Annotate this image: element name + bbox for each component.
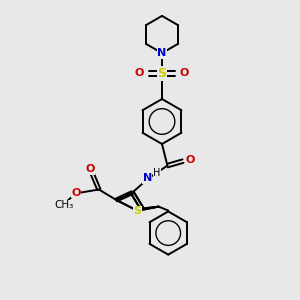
Text: S: S xyxy=(134,206,142,216)
Text: S: S xyxy=(158,67,166,80)
Text: CH₃: CH₃ xyxy=(54,200,73,210)
Text: N: N xyxy=(143,173,152,183)
Text: O: O xyxy=(180,68,189,79)
Text: O: O xyxy=(185,155,195,165)
Text: O: O xyxy=(71,188,81,197)
Text: O: O xyxy=(85,164,94,174)
Text: O: O xyxy=(135,68,144,79)
Text: N: N xyxy=(158,48,166,58)
Text: H: H xyxy=(153,168,161,178)
